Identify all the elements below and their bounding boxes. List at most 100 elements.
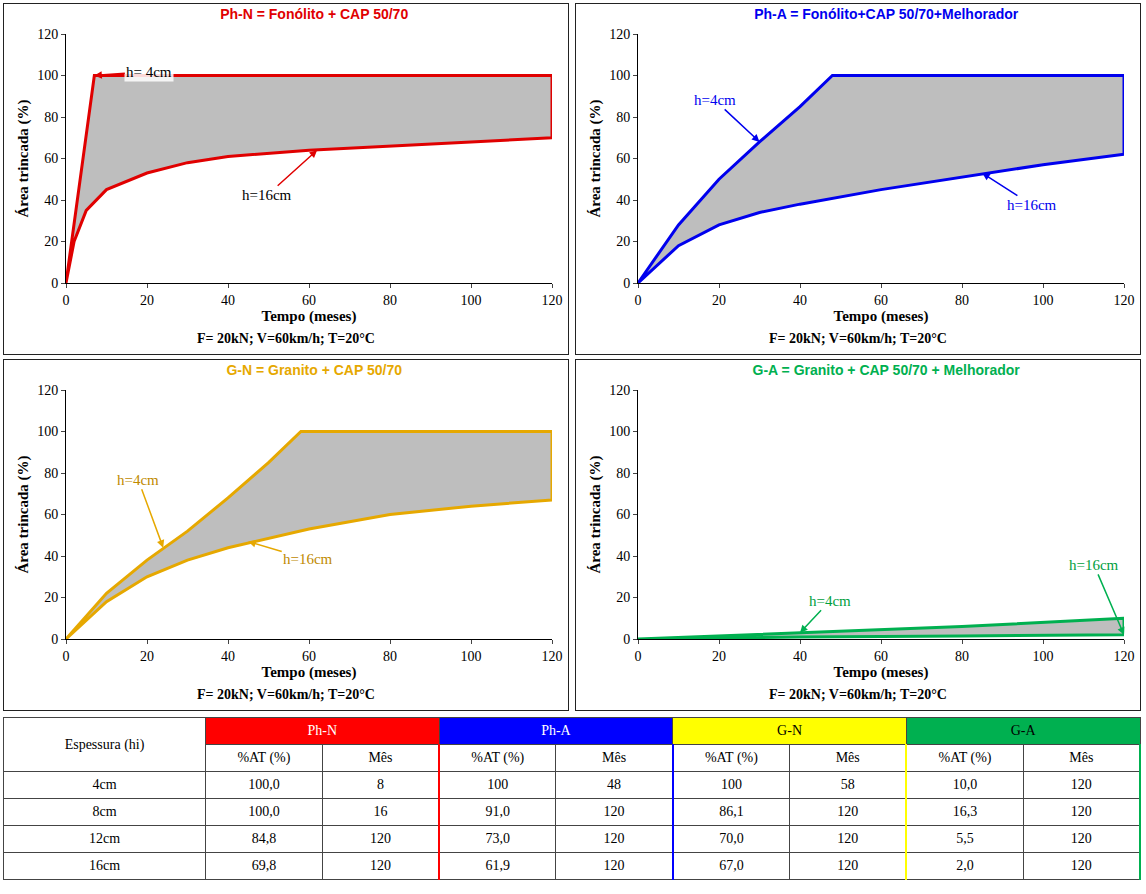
html-text:58: 58	[840, 777, 855, 792]
svg-text:Ph-A = Fonólito+CAP 50/70+Melh: Ph-A = Fonólito+CAP 50/70+Melhorador	[754, 6, 1019, 22]
html-text:100,0: 100,0	[248, 777, 280, 792]
svg-text:80: 80	[616, 110, 630, 125]
svg-text:h=16cm: h=16cm	[1069, 557, 1119, 573]
svg-text:60: 60	[874, 293, 888, 308]
svg-text:G-A = Granito + CAP 50/70 + Me: G-A = Granito + CAP 50/70 + Melhorador	[753, 362, 1021, 378]
html-text:F= 20kN; V=60km/h; T=20°C: F= 20kN; V=60km/h; T=20°C	[769, 331, 947, 346]
html-text:100: 100	[487, 777, 509, 792]
html-text:Mês: Mês	[835, 750, 860, 765]
svg-text:80: 80	[955, 649, 969, 664]
svg-text:0: 0	[635, 293, 642, 308]
svg-text:40: 40	[616, 193, 630, 208]
svg-text:120: 120	[1114, 293, 1135, 308]
svg-text:100: 100	[37, 68, 58, 83]
svg-text:Área trincada (%): Área trincada (%)	[587, 99, 604, 217]
html-text:48: 48	[607, 777, 622, 792]
svg-text:40: 40	[44, 549, 58, 564]
svg-text:60: 60	[874, 649, 888, 664]
svg-text:20: 20	[616, 590, 630, 605]
svg-text:100: 100	[37, 424, 58, 439]
html-text:F= 20kN; V=60km/h; T=20°C: F= 20kN; V=60km/h; T=20°C	[769, 687, 947, 702]
html-text:Mês: Mês	[602, 750, 627, 765]
svg-text:20: 20	[712, 293, 726, 308]
svg-text:Área trincada (%): Área trincada (%)	[587, 455, 604, 573]
html-text:F= 20kN; V=60km/h; T=20°C: F= 20kN; V=60km/h; T=20°C	[197, 687, 375, 702]
svg-text:h=16cm: h=16cm	[1007, 197, 1057, 213]
svg-text:0: 0	[635, 649, 642, 664]
svg-text:120: 120	[609, 27, 630, 42]
svg-text:20: 20	[616, 234, 630, 249]
svg-text:20: 20	[140, 649, 154, 664]
svg-text:40: 40	[616, 549, 630, 564]
svg-text:60: 60	[44, 507, 58, 522]
html-text:G-A: G-A	[1010, 723, 1036, 738]
svg-text:h=4cm: h=4cm	[809, 593, 851, 609]
svg-text:0: 0	[623, 632, 630, 647]
html-text:Ph-N: Ph-N	[307, 723, 338, 738]
html-text:G-N: G-N	[777, 723, 802, 738]
svg-text:40: 40	[793, 293, 807, 308]
html-text:Mês: Mês	[368, 750, 393, 765]
svg-text:60: 60	[302, 293, 316, 308]
svg-text:80: 80	[383, 649, 397, 664]
svg-text:120: 120	[37, 27, 58, 42]
svg-text:80: 80	[44, 466, 58, 481]
html-text:Espessura (hi): Espessura (hi)	[64, 736, 145, 752]
svg-text:120: 120	[1114, 649, 1135, 664]
html-text:%AT (%): %AT (%)	[471, 750, 525, 765]
svg-text:80: 80	[44, 110, 58, 125]
svg-text:20: 20	[44, 590, 58, 605]
svg-text:h= 4cm: h= 4cm	[126, 64, 172, 80]
svg-text:120: 120	[609, 383, 630, 398]
svg-text:120: 120	[542, 649, 563, 664]
svg-text:0: 0	[623, 276, 630, 291]
html-text:F= 20kN; V=60km/h; T=20°C: F= 20kN; V=60km/h; T=20°C	[197, 331, 375, 346]
html-text:10,0: 10,0	[952, 777, 978, 792]
svg-text:60: 60	[616, 507, 630, 522]
svg-text:0: 0	[63, 293, 70, 308]
svg-text:Tempo (meses): Tempo (meses)	[262, 308, 357, 325]
svg-text:60: 60	[616, 151, 630, 166]
svg-text:100: 100	[461, 649, 482, 664]
svg-text:80: 80	[383, 293, 397, 308]
svg-text:80: 80	[616, 466, 630, 481]
svg-text:120: 120	[542, 293, 563, 308]
html-text:100: 100	[720, 777, 742, 792]
svg-text:40: 40	[221, 649, 235, 664]
svg-text:Tempo (meses): Tempo (meses)	[834, 308, 929, 325]
svg-text:Ph-N = Fonólito + CAP 50/70: Ph-N = Fonólito + CAP 50/70	[220, 6, 408, 22]
svg-text:100: 100	[609, 424, 630, 439]
svg-text:0: 0	[51, 276, 58, 291]
svg-text:0: 0	[51, 632, 58, 647]
html-text:%AT (%): %AT (%)	[237, 750, 291, 765]
html-text:%AT (%): %AT (%)	[704, 750, 758, 765]
svg-text:h=16cm: h=16cm	[242, 187, 292, 203]
html-text:4cm: 4cm	[92, 777, 117, 792]
svg-text:100: 100	[1033, 293, 1054, 308]
svg-text:20: 20	[140, 293, 154, 308]
svg-text:Área trincada (%): Área trincada (%)	[15, 455, 32, 573]
svg-text:0: 0	[63, 649, 70, 664]
html-text:%AT (%): %AT (%)	[938, 750, 992, 765]
svg-text:G-N = Granito + CAP 50/70: G-N = Granito + CAP 50/70	[226, 362, 402, 378]
html-text:Ph-A: Ph-A	[541, 723, 571, 738]
svg-text:100: 100	[609, 68, 630, 83]
svg-text:40: 40	[44, 193, 58, 208]
svg-text:60: 60	[44, 151, 58, 166]
svg-text:100: 100	[461, 293, 482, 308]
svg-text:60: 60	[302, 649, 316, 664]
svg-text:h=4cm: h=4cm	[694, 92, 736, 108]
svg-text:Tempo (meses): Tempo (meses)	[262, 664, 357, 681]
svg-text:h=4cm: h=4cm	[117, 472, 159, 488]
svg-text:Tempo (meses): Tempo (meses)	[834, 664, 929, 681]
svg-text:h=16cm: h=16cm	[283, 551, 333, 567]
svg-text:20: 20	[44, 234, 58, 249]
svg-text:Área trincada (%): Área trincada (%)	[15, 99, 32, 217]
html-text:Mês: Mês	[1069, 750, 1094, 765]
svg-text:120: 120	[37, 383, 58, 398]
svg-text:40: 40	[793, 649, 807, 664]
svg-text:40: 40	[221, 293, 235, 308]
svg-text:100: 100	[1033, 649, 1054, 664]
svg-text:80: 80	[955, 293, 969, 308]
svg-text:20: 20	[712, 649, 726, 664]
